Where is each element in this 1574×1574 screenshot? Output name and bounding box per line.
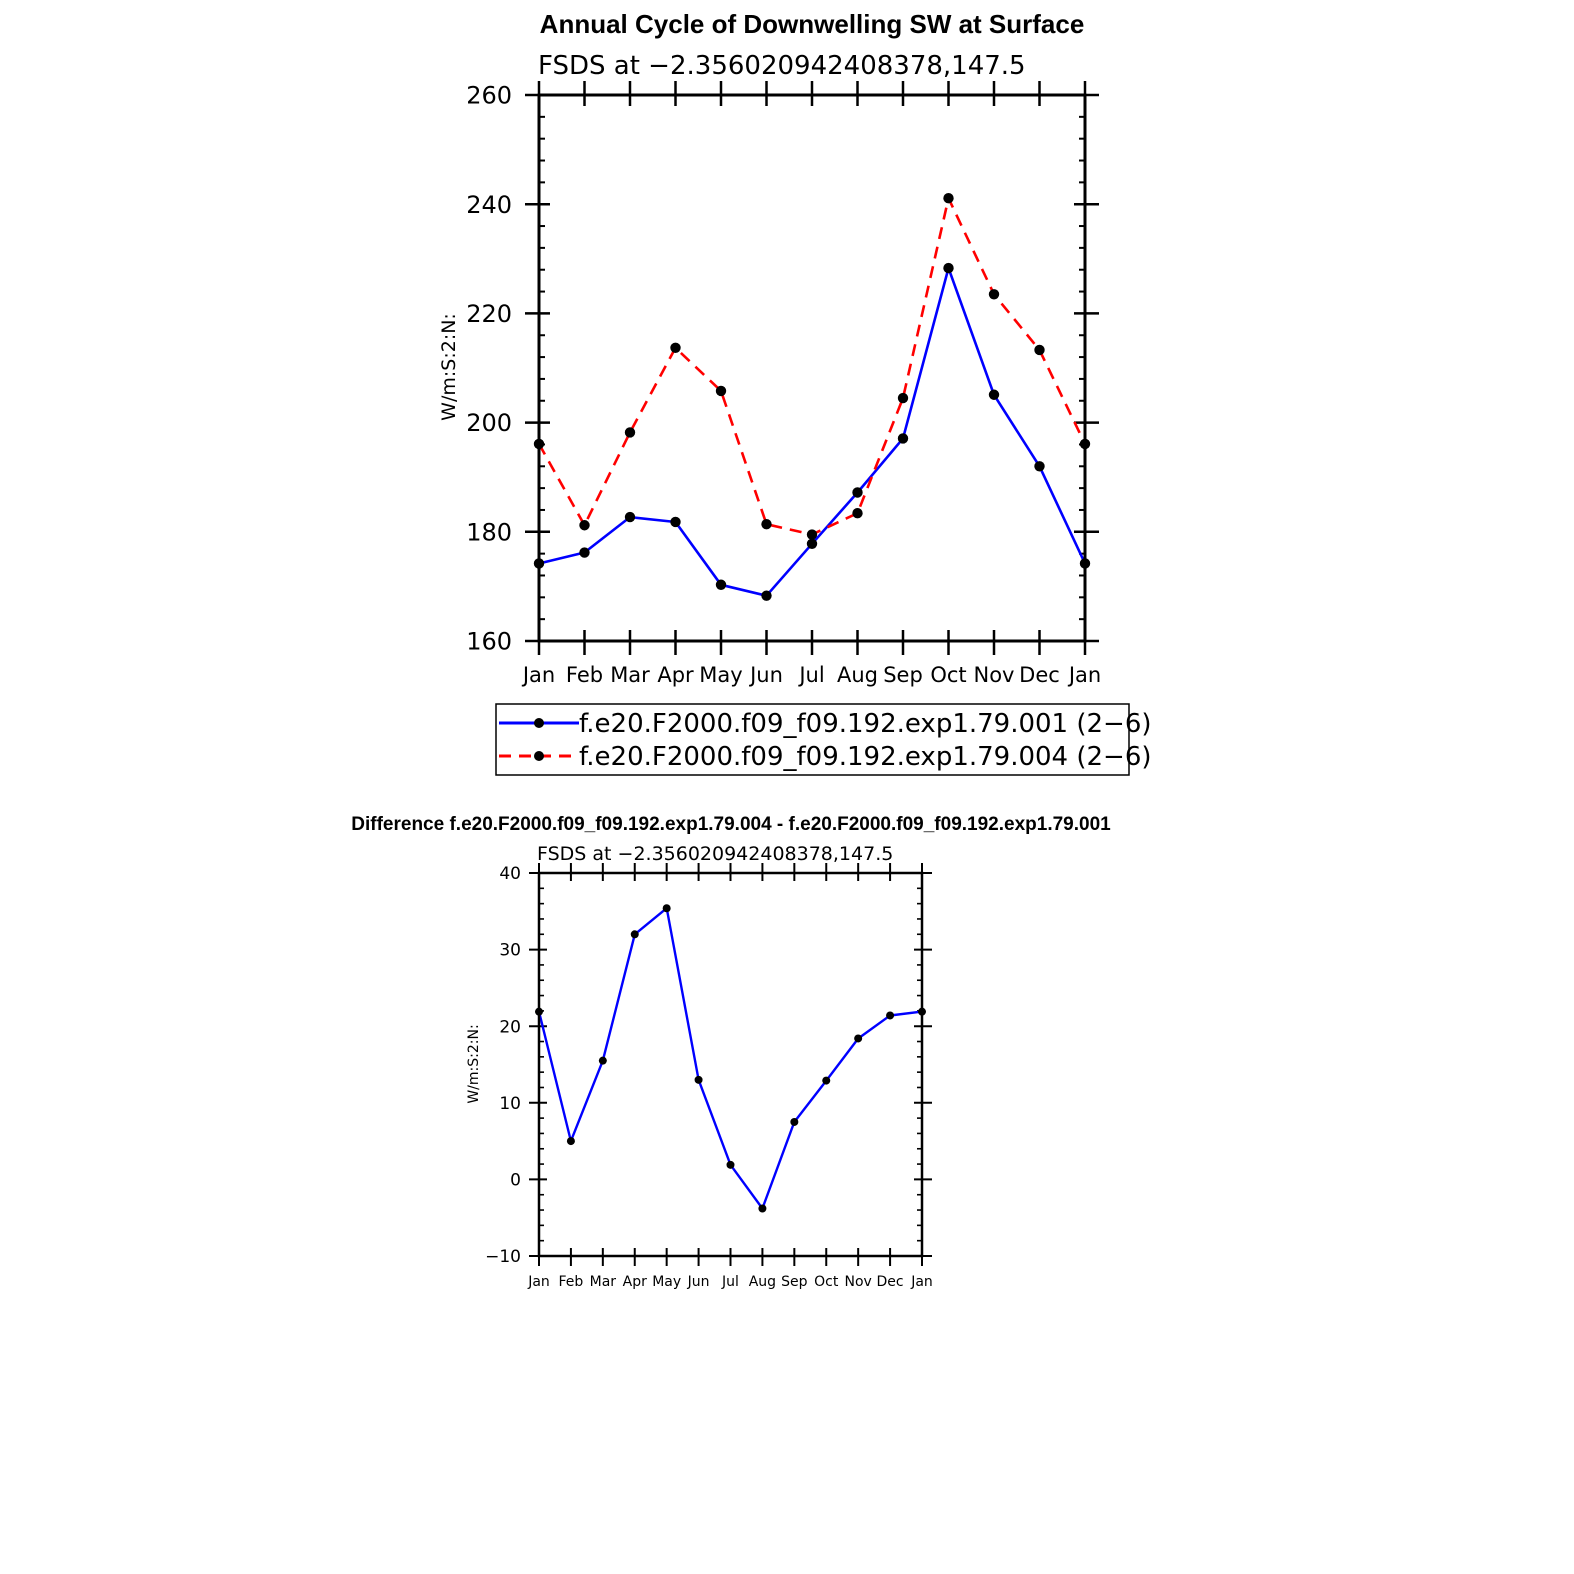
data-point-s1-6: [726, 1160, 735, 1169]
data-point-s1-4: [662, 904, 671, 913]
data-point-s1-1: [579, 547, 590, 558]
plot-frame: [537, 871, 924, 1258]
data-point-s2-2: [624, 427, 636, 438]
data-point-s1-10: [854, 1034, 863, 1043]
x-tick-label: Feb: [559, 1274, 584, 1290]
data-point-s1-6: [806, 538, 818, 550]
x-tick-label: May: [699, 663, 742, 687]
legend-box: [495, 703, 1130, 776]
data-point-s1-7: [758, 1204, 767, 1213]
x-tick-label: Aug: [749, 1274, 776, 1290]
data-point-s2-3: [670, 342, 681, 353]
x-tick-label: Nov: [974, 663, 1015, 687]
x-tick-label: Dec: [1019, 663, 1060, 687]
data-point-s1-11: [886, 1011, 895, 1020]
x-tick-label: Jul: [797, 663, 824, 687]
y-tick-label: 200: [466, 409, 512, 437]
x-tick-label: Dec: [877, 1274, 904, 1290]
data-point-s1-7: [852, 487, 863, 498]
x-tick-label: Oct: [814, 1274, 839, 1290]
data-point-s1-8: [897, 433, 909, 444]
x-tick-label: Jan: [527, 1274, 550, 1290]
x-tick-label: Nov: [845, 1274, 872, 1290]
x-tick-label: Mar: [610, 663, 650, 687]
legend-swatch-marker-1: [534, 718, 544, 728]
x-tick-label: Jul: [721, 1274, 739, 1290]
data-point-s2-10: [988, 289, 1000, 300]
legend-entry-1: f.e20.F2000.f09_f09.192.exp1.79.001 (2−6…: [579, 709, 1152, 739]
x-tick-label: Jun: [687, 1274, 710, 1290]
x-tick-labels: Jan Feb Mar Apr May Jun Jul Aug Sep Oct Nov Dec Jan: [527, 1274, 933, 1290]
data-point-s1-2: [624, 511, 636, 523]
data-point-s2-4: [715, 385, 727, 397]
y-axis-label: W/m:S:2:N:: [466, 1024, 482, 1103]
y-tick-label: 40: [499, 864, 521, 884]
data-point-s1-5: [694, 1075, 703, 1084]
chart-subtitle: FSDS at −2.356020942408378,147.5: [538, 51, 1026, 81]
x-tick-labels: Jan Feb Mar Apr May Jun Jul Aug Sep Oct Nov Dec Jan: [521, 663, 1101, 687]
x-tick-label: Aug: [837, 663, 878, 687]
x-tick-label: Jan: [1067, 663, 1101, 687]
legend: f.e20.F2000.f09_f09.192.exp1.79.001 (2−6…: [495, 703, 1152, 776]
y-tick-label: 180: [466, 518, 512, 546]
data-point-s2-8: [897, 392, 909, 404]
y-axis-label: W/m:S:2:N:: [438, 313, 460, 421]
data-point-s2-5: [761, 518, 772, 530]
data-point-s1-9: [943, 262, 954, 274]
data-point-s2-1: [579, 520, 590, 531]
data-point-s1-11: [1034, 461, 1045, 472]
data-point-s1-10: [988, 389, 1000, 400]
x-tick-label: Oct: [930, 663, 966, 687]
data-point-s1-2: [598, 1056, 607, 1065]
y-tick-label: 160: [466, 628, 512, 656]
annual-cycle-chart: Annual Cycle of Downwelling SW at Surfac…: [438, 9, 1152, 776]
series-points: [533, 192, 1091, 601]
x-tick-label: Mar: [590, 1274, 617, 1290]
y-tick-label: 30: [499, 941, 521, 961]
plot-frame: [537, 93, 1087, 643]
chart-title: Difference f.e20.F2000.f09_f09.192.exp1.…: [351, 814, 1111, 835]
x-tick-label: Feb: [566, 663, 603, 687]
data-point-s2-6: [806, 529, 818, 540]
y-tick-label: 220: [466, 300, 512, 328]
x-tick-label: Sep: [883, 663, 923, 687]
x-tick-label: Sep: [781, 1274, 808, 1290]
x-tick-label: Jan: [910, 1274, 933, 1290]
data-point-s1-3: [630, 930, 639, 939]
y-tick-labels: 160 180 200 220 240 260: [466, 82, 512, 656]
y-tick-label: −10: [485, 1247, 521, 1267]
legend-swatch-marker-2: [534, 751, 544, 761]
y-tick-label: 260: [466, 82, 512, 110]
y-tick-label: 10: [499, 1094, 521, 1114]
data-point-s2-7: [852, 508, 863, 519]
data-point-s1-1: [566, 1137, 575, 1146]
x-tick-label: Jun: [748, 663, 783, 687]
y-tick-label: 0: [510, 1171, 521, 1191]
x-tick-label: Apr: [623, 1274, 647, 1290]
data-point-s1-5: [761, 590, 772, 601]
chart-title: Annual Cycle of Downwelling SW at Surfac…: [540, 9, 1085, 39]
difference-chart: Difference f.e20.F2000.f09_f09.192.exp1.…: [351, 814, 1111, 1290]
data-point-s2-11: [1034, 344, 1045, 356]
data-point-s1-8: [790, 1117, 799, 1126]
y-tick-labels: −10 0 10 20 30 40: [485, 864, 521, 1267]
x-tick-label: Apr: [657, 663, 694, 687]
data-point-s1-9: [822, 1076, 831, 1085]
data-point-s2-9: [943, 192, 954, 204]
y-tick-label: 240: [466, 191, 512, 219]
x-tick-label: Jan: [521, 663, 555, 687]
x-tick-label: May: [652, 1274, 681, 1290]
chart-subtitle: FSDS at −2.356020942408378,147.5: [537, 843, 893, 865]
legend-entry-2: f.e20.F2000.f09_f09.192.exp1.79.004 (2−6…: [579, 742, 1152, 772]
data-point-s1-3: [670, 516, 681, 528]
data-point-s1-4: [715, 579, 727, 590]
y-tick-label: 20: [499, 1017, 521, 1037]
